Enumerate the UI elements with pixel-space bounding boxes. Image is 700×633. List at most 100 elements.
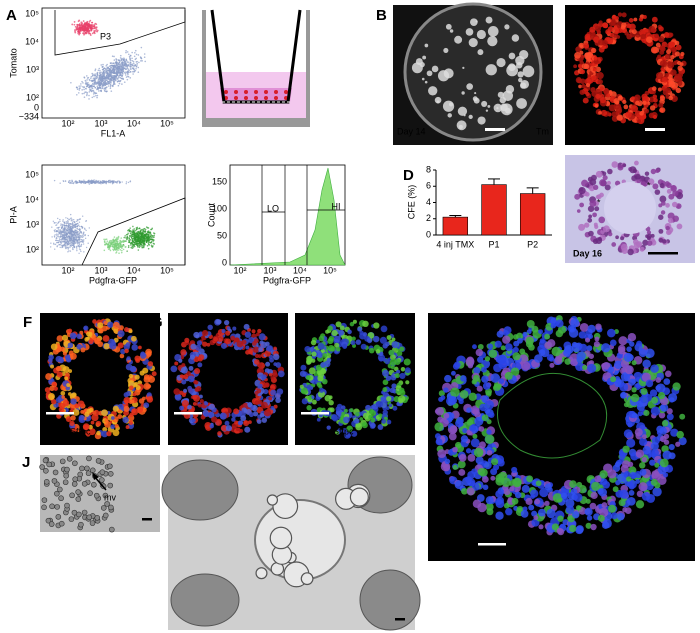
cell [372,335,380,343]
cell [304,345,311,353]
dot [117,59,120,62]
dot [59,220,61,223]
colony [487,26,499,37]
dot [127,241,130,243]
dot [91,87,93,89]
cell [642,239,649,246]
dot [101,87,103,90]
lumen [604,182,656,234]
cell [482,484,489,491]
cell [263,409,272,417]
dot [135,227,138,229]
cell [668,193,675,200]
dot [73,238,75,240]
dot [81,227,83,229]
dot [69,245,71,247]
dot [56,234,58,236]
dot [69,246,71,249]
x-axis-label: FL1-A [101,128,126,138]
cell [594,104,599,108]
cell [317,375,324,382]
cell [327,325,333,332]
dot [104,88,107,90]
dot [84,91,86,93]
cell [596,72,604,80]
dot [122,67,125,69]
cell [590,47,597,54]
dot [62,224,64,226]
dot [57,235,59,238]
dot [71,226,74,229]
cell [636,490,644,498]
dot [143,240,146,242]
dot [71,227,74,230]
cell [575,525,584,534]
cell [254,400,260,405]
dot [75,220,78,222]
cell [632,168,638,173]
dot [63,241,66,243]
dot [95,27,98,29]
cell [315,364,322,371]
cell [611,242,617,247]
dot [63,227,66,229]
dot [74,30,76,33]
dot [82,82,84,84]
dot [95,83,97,85]
dot [129,67,132,69]
dot [95,180,98,183]
cell [587,205,595,212]
day-label: Day 17 [255,316,284,326]
dot [137,231,140,233]
dot [66,238,69,240]
dot [141,231,144,234]
dot [60,224,62,227]
dot [80,243,83,246]
dot [85,83,87,85]
dot [97,79,100,81]
cell [652,114,658,120]
cell [671,95,678,103]
dot [142,246,144,249]
dot [90,77,92,80]
dot [138,227,141,230]
cell [61,395,66,399]
x-tick-label: 10² [61,265,74,275]
dot [84,234,87,236]
cell [69,420,75,427]
dot [127,246,130,249]
panel-label: H [278,314,289,331]
cell [310,339,317,346]
cell [593,56,598,61]
y-axis-label: CFE (%) [406,185,416,220]
y-tick-label: −334 [19,111,39,121]
dot [100,73,102,76]
cell [674,51,680,57]
transwell-diagram [202,9,310,127]
dot [65,226,67,229]
dot [133,233,135,236]
cell [377,424,384,430]
dot [72,246,74,249]
cell [299,384,304,389]
dot [97,181,100,184]
cell [103,343,110,350]
colony [516,98,527,109]
colony [468,114,473,119]
dot [150,233,152,236]
dot [82,32,85,34]
dot [74,221,76,223]
cell [634,160,639,166]
dot [114,181,117,183]
dot [73,240,76,242]
cell [599,179,607,187]
x-tick-label: 10⁴ [127,118,141,128]
dot [150,234,152,237]
dot [68,242,70,245]
dot [119,54,122,57]
dot [147,247,150,250]
dot [132,70,134,73]
cell [335,411,340,415]
dot [53,235,56,237]
dot [132,243,135,246]
